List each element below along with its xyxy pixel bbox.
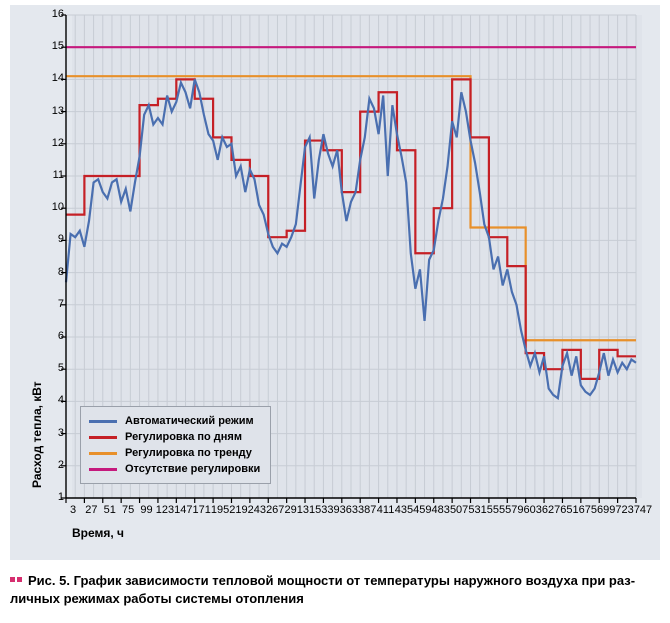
y-tick-label: 12 [44, 137, 64, 149]
y-tick-label: 11 [44, 169, 64, 181]
legend-label: Регулировка по дням [125, 431, 242, 443]
legend-swatch [89, 436, 117, 439]
y-tick-label: 16 [44, 8, 64, 20]
y-tick-label: 10 [44, 201, 64, 213]
y-tick-label: 5 [44, 362, 64, 374]
legend-swatch [89, 420, 117, 423]
caption-line2: личных режимах работы системы отопления [10, 591, 304, 606]
y-tick-label: 13 [44, 105, 64, 117]
y-tick-label: 1 [44, 491, 64, 503]
caption: Рис. 5. График зависимости тепловой мощн… [10, 572, 660, 608]
figure-container: Расход тепла, кВт Время, ч Автоматически… [0, 0, 670, 623]
legend-label: Отсутствие регулировки [125, 463, 260, 475]
x-axis-title: Время, ч [72, 526, 124, 540]
caption-line1: Рис. 5. График зависимости тепловой мощн… [28, 573, 635, 588]
y-tick-label: 3 [44, 427, 64, 439]
caption-bullet-icon [10, 572, 24, 588]
legend: Автоматический режим Регулировка по дням Р… [80, 406, 271, 484]
y-tick-label: 9 [44, 233, 64, 245]
y-tick-label: 8 [44, 266, 64, 278]
legend-label: Автоматический режим [125, 415, 254, 427]
legend-item: Регулировка по дням [89, 429, 260, 445]
legend-item: Регулировка по тренду [89, 445, 260, 461]
legend-label: Регулировка по тренду [125, 447, 252, 459]
legend-swatch [89, 468, 117, 471]
y-tick-label: 7 [44, 298, 64, 310]
y-tick-label: 14 [44, 72, 64, 84]
legend-swatch [89, 452, 117, 455]
legend-item: Автоматический режим [89, 413, 260, 429]
y-tick-label: 15 [44, 40, 64, 52]
chart-panel: Расход тепла, кВт Время, ч Автоматически… [10, 5, 660, 560]
y-tick-label: 6 [44, 330, 64, 342]
x-tick-label: 747 [632, 504, 654, 516]
y-axis-title: Расход тепла, кВт [30, 381, 44, 488]
legend-item: Отсутствие регулировки [89, 461, 260, 477]
y-tick-label: 2 [44, 459, 64, 471]
y-tick-label: 4 [44, 394, 64, 406]
